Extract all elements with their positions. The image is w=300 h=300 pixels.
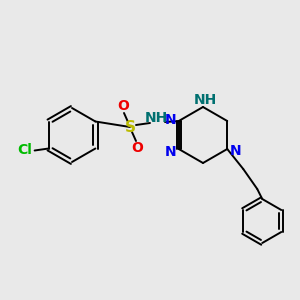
Text: NH: NH xyxy=(144,111,168,125)
Text: N: N xyxy=(230,144,241,158)
Text: O: O xyxy=(131,141,143,155)
Text: O: O xyxy=(117,99,129,113)
Text: NH: NH xyxy=(194,93,217,107)
Text: Cl: Cl xyxy=(18,143,33,158)
Text: N: N xyxy=(165,145,177,159)
Text: N: N xyxy=(165,113,177,127)
Text: S: S xyxy=(124,119,136,134)
